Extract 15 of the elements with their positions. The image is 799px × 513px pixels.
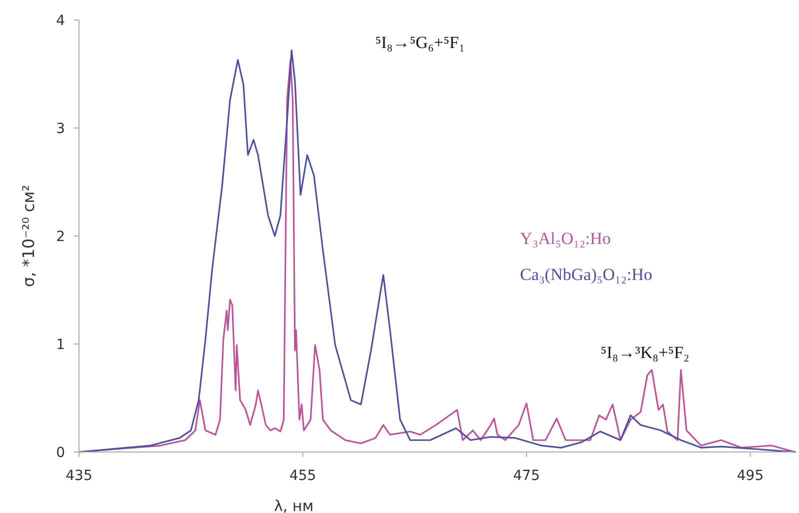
x-axis-title: λ, нм	[274, 497, 314, 513]
x-tick-label: 495	[736, 468, 764, 484]
annotation: ⁵I₈→³K₈+⁵F₂	[600, 343, 690, 362]
y-tick-label: 4	[56, 13, 66, 29]
x-tick-label: 475	[513, 468, 540, 484]
text: Y₃Al₅O₁₂:Ho	[520, 229, 611, 248]
x-tick-label: 435	[66, 468, 92, 484]
annotation: ⁵I₈→⁵G₆+⁵F₁	[375, 33, 465, 52]
y-tick-label: 1	[56, 337, 65, 353]
y-tick-label: 0	[56, 445, 65, 461]
y-tick-label: 2	[56, 229, 65, 245]
x-tick-label: 455	[289, 468, 316, 484]
y-tick-label: 3	[56, 121, 65, 137]
text: Ca₃(NbGa)₅O₁₂:Ho	[520, 265, 652, 284]
y-axis-title: σ, *10⁻²⁰ см²	[19, 184, 38, 288]
